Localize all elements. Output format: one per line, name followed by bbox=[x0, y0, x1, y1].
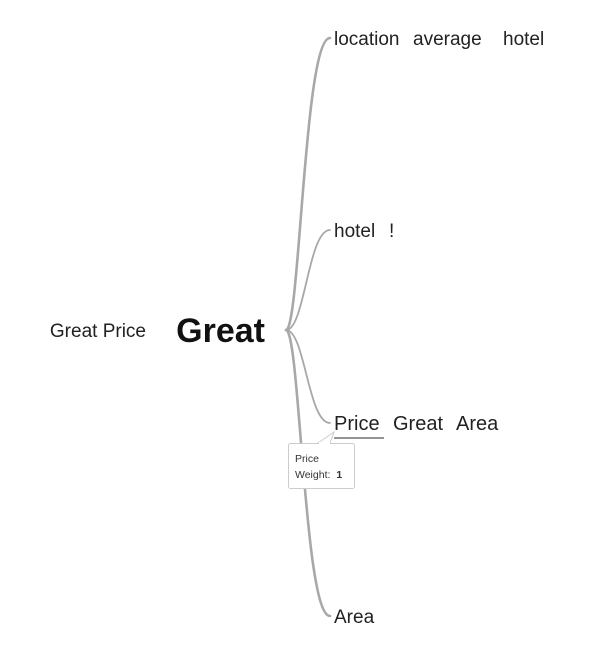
tooltip: Price Weight: 1 bbox=[288, 430, 355, 489]
branch-word-area[interactable]: Area bbox=[456, 413, 499, 435]
branch-word-price[interactable]: Price bbox=[334, 413, 380, 435]
branch-price-great-area: Price Great Area bbox=[334, 413, 499, 439]
branch-word-average[interactable]: average bbox=[413, 29, 482, 50]
branch-word-area[interactable]: Area bbox=[334, 607, 375, 628]
tooltip-pointer bbox=[316, 430, 336, 444]
branch-area: Area bbox=[334, 607, 375, 628]
tooltip-pointer-mask bbox=[319, 442, 330, 445]
branch-word-hotel[interactable]: hotel bbox=[503, 29, 544, 50]
branch-location-average-hotel: location average hotel bbox=[334, 29, 544, 50]
branch-link-price-great-area[interactable] bbox=[285, 329, 331, 424]
prefix-phrase[interactable]: Great Price bbox=[50, 321, 146, 342]
tooltip-weight-value: 1 bbox=[336, 469, 342, 481]
branch-word-exclamation[interactable]: ! bbox=[389, 221, 394, 242]
branch-word-hotel[interactable]: hotel bbox=[334, 221, 375, 242]
tooltip-box bbox=[288, 443, 355, 489]
branch-link-hotel[interactable] bbox=[285, 229, 331, 331]
tooltip-term: Price bbox=[295, 453, 319, 465]
tooltip-weight: Weight: 1 bbox=[295, 469, 342, 481]
branch-word-location[interactable]: location bbox=[334, 29, 400, 50]
branch-word-great[interactable]: Great bbox=[393, 413, 443, 435]
tooltip-weight-label: Weight: bbox=[295, 469, 330, 481]
branch-hotel-exclaim: hotel ! bbox=[334, 221, 394, 242]
branch-link-location-average-hotel[interactable] bbox=[284, 36, 332, 332]
root-word[interactable]: Great bbox=[176, 312, 265, 350]
